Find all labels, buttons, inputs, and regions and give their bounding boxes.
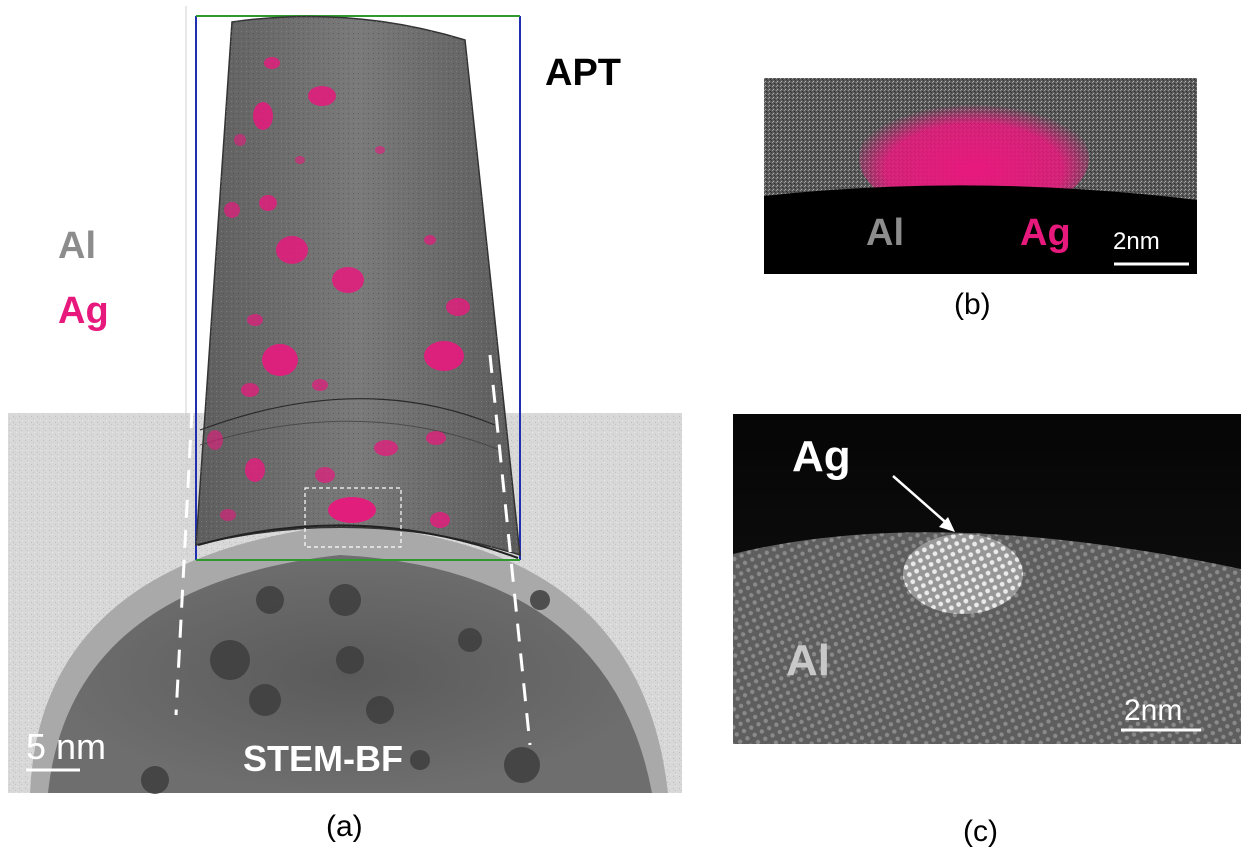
apt-tip-band xyxy=(199,398,496,431)
apt-tip-band xyxy=(199,420,501,451)
panel-b-al-region xyxy=(764,185,1197,274)
panel-c-scale-bar-label: 2nm xyxy=(1124,694,1183,727)
panel-c-caption: (c) xyxy=(963,815,998,848)
legend-al-label: Al xyxy=(58,225,96,267)
panel-c-ag-precipitate xyxy=(903,534,1023,614)
panel-a-caption: (a) xyxy=(326,810,363,843)
panel-b-ag-label: Ag xyxy=(1020,212,1071,254)
panel-c-al-label: Al xyxy=(786,636,830,685)
panel-b-figure xyxy=(764,78,1197,274)
panel-c-al-lattice xyxy=(733,532,1241,744)
panel-c-figure xyxy=(733,414,1241,744)
panel-b-al-label: Al xyxy=(866,212,904,254)
panel-b-caption: (b) xyxy=(954,288,991,321)
selection-box xyxy=(304,487,402,548)
guide-line-left xyxy=(174,409,194,716)
apt-ag-clusters xyxy=(207,57,470,528)
legend-ag-label: Ag xyxy=(58,290,109,332)
apt-tip-base xyxy=(197,524,519,559)
stem-bf-label: STEM-BF xyxy=(243,738,403,779)
stem-precipitates xyxy=(141,584,550,794)
guide-line-right xyxy=(488,354,532,746)
panel-c-arrow-line xyxy=(892,475,952,528)
panel-a-scale-bar-label: 5 nm xyxy=(26,726,107,767)
apt-label: APT xyxy=(545,52,621,94)
panel-c-arrow-head xyxy=(939,517,955,532)
panel-c-ag-label: Ag xyxy=(792,432,851,481)
panel-b-scale-bar-label: 2nm xyxy=(1113,228,1160,255)
